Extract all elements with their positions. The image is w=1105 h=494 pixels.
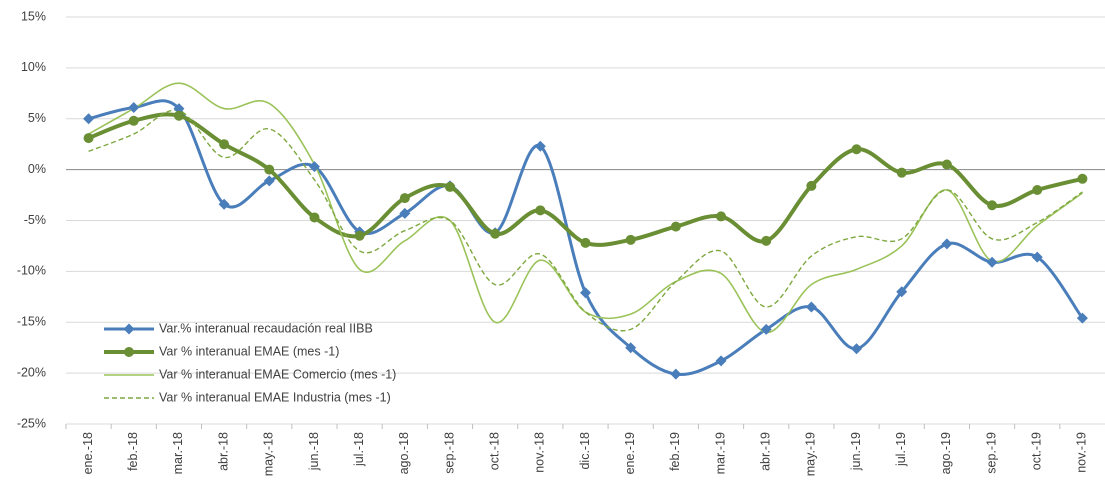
x-tick-label: mar.-18 — [171, 432, 185, 474]
data-point — [715, 355, 727, 367]
x-tick-label: jun.-18 — [307, 432, 321, 471]
legend-marker — [124, 347, 134, 357]
data-point — [128, 102, 140, 114]
data-point — [986, 256, 998, 268]
data-point — [941, 238, 953, 250]
data-point — [806, 180, 817, 191]
y-tick-label: 0% — [28, 162, 46, 176]
x-tick-label: sep.-18 — [442, 432, 456, 474]
data-point — [1076, 312, 1088, 324]
data-point — [851, 144, 862, 155]
data-point — [670, 368, 682, 380]
data-point — [805, 301, 817, 313]
data-point — [354, 230, 365, 241]
x-tick-label: abr.-19 — [758, 432, 772, 471]
legend-marker — [123, 323, 135, 335]
x-tick-label: nov.-18 — [533, 432, 547, 473]
x-tick-label: abr.-18 — [216, 432, 230, 471]
series-line — [87, 112, 1083, 247]
series-line — [88, 109, 1083, 332]
data-point — [219, 139, 230, 150]
x-tick-label: ago.-18 — [397, 432, 411, 474]
data-point — [173, 110, 184, 121]
y-tick-label: 15% — [21, 9, 46, 23]
data-point — [218, 198, 230, 210]
data-point — [83, 133, 94, 144]
x-tick-label: ago.-19 — [939, 432, 953, 474]
y-tick-label: -5% — [24, 213, 46, 227]
data-point — [580, 287, 591, 299]
legend-label: Var % interanual EMAE (mes -1) — [159, 344, 339, 358]
x-tick-label: jun.-19 — [849, 432, 863, 471]
data-point — [1077, 173, 1088, 184]
x-tick-label: oct.-18 — [487, 432, 501, 470]
data-point — [761, 235, 772, 246]
data-point — [941, 159, 952, 170]
data-point — [670, 221, 681, 232]
data-point — [128, 115, 139, 126]
x-tick-label: feb.-18 — [126, 432, 140, 471]
y-tick-label: -20% — [17, 365, 46, 379]
data-point — [625, 342, 637, 354]
y-tick-label: -10% — [17, 264, 46, 278]
data-point — [760, 323, 772, 335]
data-point — [444, 181, 455, 192]
y-tick-label: -15% — [17, 315, 46, 329]
x-tick-label: mar.-19 — [713, 432, 727, 474]
data-point — [399, 193, 410, 204]
x-tick-label: ene.-19 — [623, 432, 637, 474]
x-tick-label: ene.-18 — [81, 432, 95, 474]
x-tick-label: nov.-19 — [1075, 432, 1089, 473]
x-tick-label: dic.-18 — [578, 432, 592, 470]
legend-label: Var % interanual EMAE Comercio (mes -1) — [159, 367, 396, 381]
data-point — [309, 212, 320, 223]
data-point — [625, 234, 636, 245]
y-tick-label: 10% — [21, 60, 46, 74]
data-point — [1031, 251, 1043, 263]
data-point — [535, 205, 546, 216]
y-tick-label: -25% — [17, 416, 46, 430]
data-point — [1032, 184, 1043, 195]
data-point — [987, 200, 998, 211]
x-tick-label: jul.-19 — [894, 432, 908, 467]
x-tick-label: jul.-18 — [352, 432, 366, 467]
data-point — [263, 175, 275, 187]
data-point — [173, 103, 185, 115]
legend-label: Var % interanual EMAE Industria (mes -1) — [159, 390, 391, 404]
data-point — [851, 343, 863, 355]
x-tick-label: may.-18 — [262, 432, 276, 476]
data-point — [896, 167, 907, 178]
data-point — [534, 140, 546, 152]
x-tick-label: sep.-19 — [984, 432, 998, 474]
data-point — [896, 286, 908, 298]
data-point — [716, 211, 727, 222]
x-tick-label: feb.-19 — [668, 432, 682, 471]
y-tick-label: 5% — [28, 111, 46, 125]
data-point — [490, 228, 501, 239]
data-point — [264, 164, 275, 175]
legend-label: Var.% interanual recaudación real IIBB — [159, 321, 373, 335]
data-point — [580, 237, 591, 248]
data-point — [399, 207, 411, 219]
x-tick-label: may.-19 — [804, 432, 818, 476]
x-tick-label: oct.-19 — [1030, 432, 1044, 470]
data-point — [83, 113, 95, 125]
data-point — [308, 161, 320, 173]
